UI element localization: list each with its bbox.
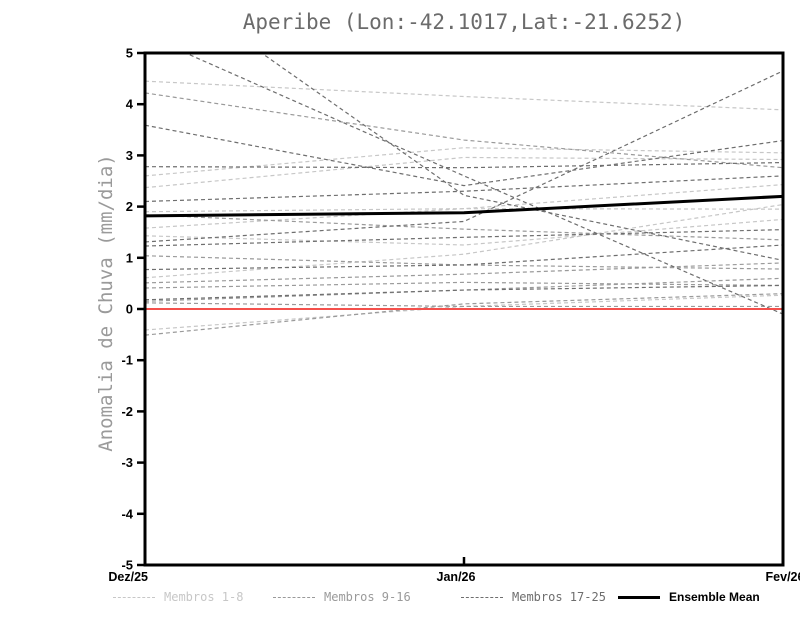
member-line [145,156,783,189]
member-line [145,244,783,271]
member-line [145,229,783,247]
y-tick-label: 4 [126,97,134,112]
dashed-line-sample [273,596,315,598]
legend-label: Membros 9-16 [324,590,411,604]
member-line [145,294,783,331]
y-tick-label: -5 [121,558,133,573]
legend-item-membros-1-8: Membros 1-8 [113,589,243,605]
y-tick-label: 0 [126,302,133,317]
legend-label: Membros 1-8 [164,590,244,604]
x-tick-label: Fev/26 [766,570,800,584]
legend-label: Ensemble Mean [669,590,760,604]
dashed-line-sample [113,596,155,598]
legend-item-membros-9-16: Membros 9-16 [273,589,411,605]
member-line [260,53,783,261]
member-line [145,262,783,284]
y-tick-label: -4 [121,506,133,521]
member-line [145,70,783,243]
member-line [145,124,783,187]
member-line [145,203,783,279]
member-line [145,161,783,169]
legend-item-membros-17-25: Membros 17-25 [461,589,606,605]
member-line [145,214,783,241]
member-line [145,175,783,203]
member-line [145,284,783,301]
solid-line-sample [618,595,660,599]
dashed-line-sample [461,596,503,598]
member-line [145,277,783,302]
member-line [145,92,783,169]
member-line [145,80,783,111]
x-tick-label: Dez/25 [108,570,148,584]
y-tick-label: 5 [126,46,133,61]
y-tick-label: 3 [126,148,133,163]
member-line [145,255,783,270]
y-tick-label: 1 [126,250,133,265]
member-line [145,293,783,336]
x-tick-label: Jan/26 [437,570,476,584]
ensemble-mean-line [144,194,784,218]
member-line [184,53,783,315]
chart-title: Aperibe (Lon:-42.1017,Lat:-21.6252) [242,10,686,34]
y-tick-label: -1 [121,353,133,368]
legend: Membros 1-8 Membros 9-16 Membros 17-25 E… [0,589,800,611]
y-tick-label: -3 [121,455,133,470]
member-line [145,147,783,177]
legend-item-ensemble-mean: Ensemble Mean [618,589,760,605]
y-tick-label: 2 [126,199,133,214]
member-line [145,302,783,308]
member-line [145,208,783,213]
member-line [145,281,783,289]
member-line [145,183,783,229]
legend-label: Membros 17-25 [512,590,606,604]
member-line [145,218,783,246]
y-tick-label: -2 [121,404,133,419]
